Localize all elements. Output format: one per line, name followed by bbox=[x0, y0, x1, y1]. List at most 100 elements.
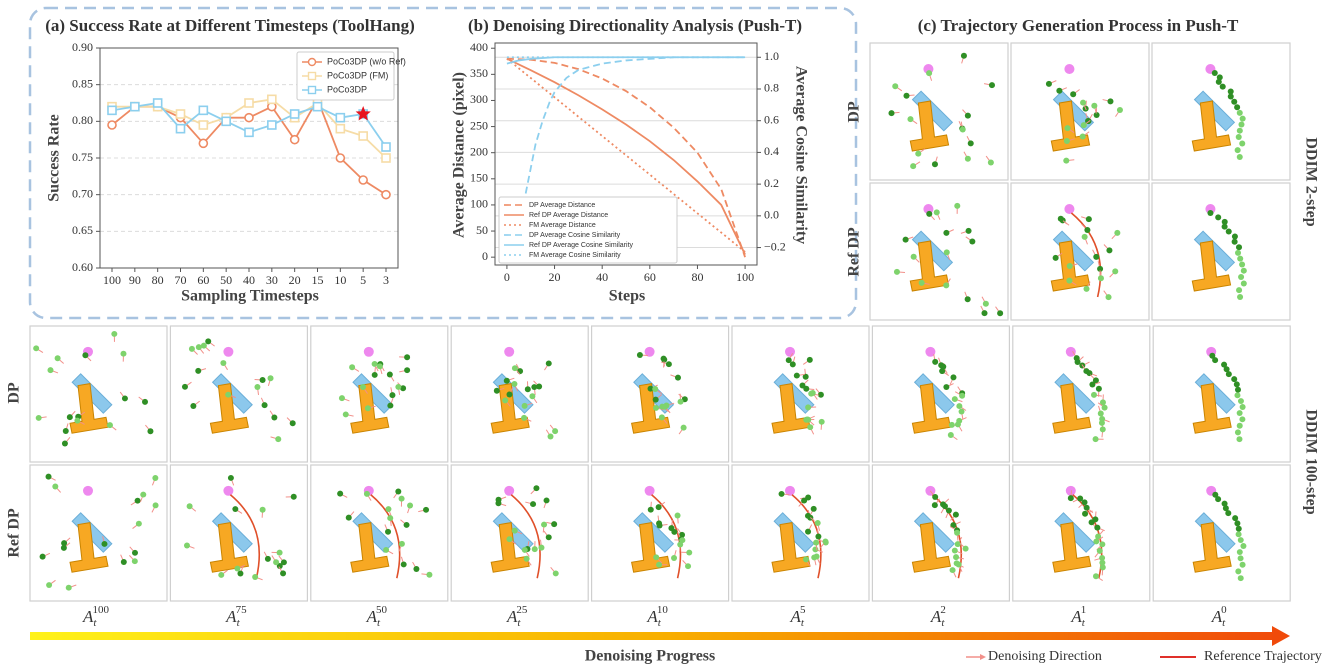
x-axis-label: Sampling Timesteps bbox=[181, 288, 319, 305]
action-point bbox=[1067, 495, 1074, 502]
action-point bbox=[1095, 533, 1102, 540]
action-point bbox=[385, 506, 392, 513]
legend-label: FM Average Cosine Similarity bbox=[529, 252, 621, 259]
x-tick-label: 0 bbox=[504, 270, 510, 284]
action-point bbox=[1236, 436, 1243, 443]
action-point bbox=[423, 506, 430, 513]
action-point bbox=[1112, 268, 1119, 275]
action-point bbox=[960, 52, 967, 59]
action-point bbox=[252, 574, 259, 580]
series-line bbox=[506, 57, 746, 258]
cell-frame bbox=[450, 464, 589, 602]
action-point bbox=[1066, 277, 1073, 284]
action-point bbox=[1237, 294, 1244, 300]
action-point bbox=[803, 556, 810, 563]
action-point bbox=[948, 421, 955, 428]
point bbox=[198, 105, 209, 116]
action-point bbox=[1236, 410, 1243, 417]
action-point bbox=[289, 420, 296, 427]
action-point bbox=[1239, 416, 1246, 423]
point bbox=[312, 101, 323, 112]
y-tick-label: 400 bbox=[470, 40, 488, 54]
action-point bbox=[1057, 215, 1064, 222]
panel-title: (c) Trajectory Generation Process in Pus… bbox=[918, 16, 1239, 35]
y-tick-label: 250 bbox=[470, 118, 488, 132]
action-point bbox=[385, 528, 392, 535]
action-point bbox=[803, 385, 810, 392]
action-point bbox=[677, 398, 684, 405]
action-point bbox=[907, 116, 914, 123]
action-point bbox=[945, 507, 952, 514]
action-point bbox=[815, 533, 822, 540]
y-axis-label: Success Rate bbox=[46, 114, 63, 202]
action-point bbox=[933, 209, 940, 216]
action-point bbox=[413, 566, 420, 573]
t-block bbox=[1192, 383, 1232, 434]
action-point bbox=[1056, 87, 1063, 94]
point bbox=[267, 120, 277, 130]
action-point bbox=[1083, 504, 1090, 511]
action-point bbox=[511, 380, 518, 387]
action-point bbox=[1233, 381, 1240, 388]
column-label: At100 bbox=[82, 604, 109, 629]
action-point bbox=[981, 310, 988, 317]
action-point bbox=[967, 140, 974, 147]
action-point bbox=[506, 536, 513, 543]
action-point bbox=[1088, 519, 1095, 526]
action-point bbox=[1064, 125, 1071, 132]
x-tick-label: 30 bbox=[266, 273, 278, 287]
action-point bbox=[1234, 104, 1241, 111]
t-block bbox=[209, 522, 249, 573]
action-point bbox=[280, 570, 287, 577]
action-point bbox=[1231, 238, 1238, 245]
action-point bbox=[33, 345, 40, 352]
action-point bbox=[652, 396, 659, 403]
action-point bbox=[943, 229, 950, 236]
legend-label: PoCo3DP (w/o Ref) bbox=[327, 56, 406, 66]
action-point bbox=[1238, 274, 1245, 280]
action-point bbox=[1235, 568, 1242, 575]
action-point bbox=[521, 546, 528, 553]
action-point bbox=[1093, 253, 1100, 260]
t-block bbox=[350, 522, 390, 573]
goal bbox=[363, 346, 374, 357]
action-point bbox=[261, 402, 268, 409]
action-point bbox=[1086, 370, 1093, 377]
action-point bbox=[987, 159, 994, 166]
action-point bbox=[655, 504, 662, 511]
action-point bbox=[656, 561, 663, 568]
action-point bbox=[1221, 500, 1228, 507]
action-point bbox=[225, 391, 232, 398]
action-point bbox=[120, 559, 127, 565]
x-tick-label: 40 bbox=[243, 273, 255, 287]
action-point bbox=[1090, 391, 1097, 398]
action-point bbox=[1212, 491, 1219, 498]
action-point bbox=[1099, 399, 1106, 406]
trajectory-cell bbox=[1152, 325, 1291, 463]
action-point bbox=[969, 238, 976, 245]
action-point bbox=[52, 483, 59, 490]
action-point bbox=[1219, 83, 1226, 90]
action-point bbox=[254, 384, 261, 390]
column-label: At10 bbox=[646, 604, 668, 629]
action-point bbox=[950, 374, 957, 381]
action-point bbox=[959, 126, 966, 133]
action-point bbox=[363, 490, 370, 497]
x-tick-label: 70 bbox=[175, 273, 187, 287]
action-point bbox=[47, 367, 54, 374]
action-point bbox=[1094, 524, 1101, 531]
action-point bbox=[955, 561, 962, 568]
trajectory-cell bbox=[590, 464, 730, 602]
trajectory-cell bbox=[29, 464, 168, 602]
goal bbox=[925, 346, 936, 357]
action-point bbox=[665, 361, 672, 368]
action-point bbox=[267, 375, 274, 382]
action-point bbox=[521, 414, 528, 421]
column-symbol: A bbox=[790, 607, 802, 626]
action-point bbox=[1234, 147, 1241, 154]
action-point bbox=[227, 474, 234, 481]
action-point bbox=[1080, 99, 1087, 106]
trajectory-cell bbox=[590, 325, 730, 463]
action-point bbox=[524, 386, 531, 393]
action-point bbox=[342, 411, 349, 418]
